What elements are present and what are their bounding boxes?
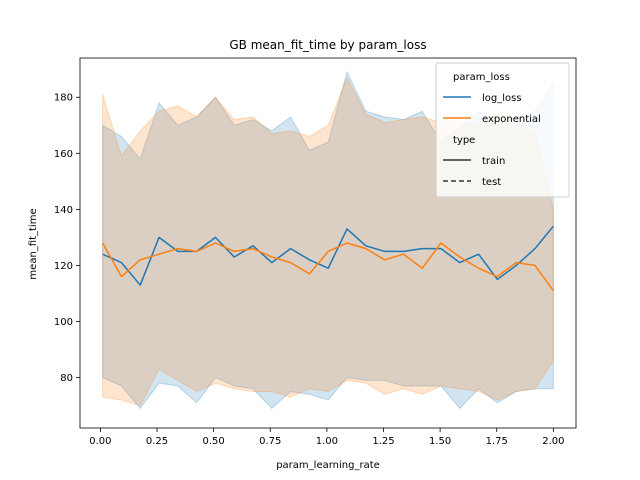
x-tick-label: 1.00 <box>316 436 338 447</box>
y-tick-label: 100 <box>54 317 73 328</box>
y-tick-label: 80 <box>60 373 73 384</box>
axes: 0.00 0.25 0.50 0.75 1.00 1.25 1.50 1.75 2.00 80 10… <box>54 57 577 447</box>
chart-title: GB mean_fit_time by param_loss <box>229 38 426 52</box>
y-axis-label: mean_fit_time <box>28 208 39 279</box>
y-tick-label: 160 <box>54 149 73 160</box>
legend-entry-log-loss: log_loss <box>482 93 522 104</box>
x-axis-label: param_learning_rate <box>276 460 380 471</box>
x-tick-label: 2.00 <box>542 436 564 447</box>
x-tick-label: 1.25 <box>372 436 394 447</box>
legend-style-title: type <box>453 135 475 146</box>
legend-title: param_loss <box>453 72 510 83</box>
x-tick-label: 1.75 <box>486 436 508 447</box>
legend-frame <box>435 62 570 198</box>
axes-frame <box>79 57 577 429</box>
x-tick-label: 1.50 <box>429 436 451 447</box>
x-tick-label: 0.00 <box>89 436 111 447</box>
series-line-log-loss <box>102 225 554 286</box>
legend-entry-train: train <box>482 156 505 167</box>
x-tick-label: 0.75 <box>259 436 281 447</box>
x-tick-label: 0.25 <box>146 436 168 447</box>
y-tick-label: 120 <box>54 261 73 272</box>
y-tick-label: 180 <box>54 93 73 104</box>
x-tick-label: 0.50 <box>202 436 224 447</box>
legend-entry-test: test <box>482 177 501 188</box>
legend: param_loss log_loss exponential type tra… <box>435 62 570 198</box>
y-tick-label: 140 <box>54 205 73 216</box>
legend-entry-exponential: exponential <box>482 114 541 125</box>
series-line-exponential <box>101 242 554 292</box>
